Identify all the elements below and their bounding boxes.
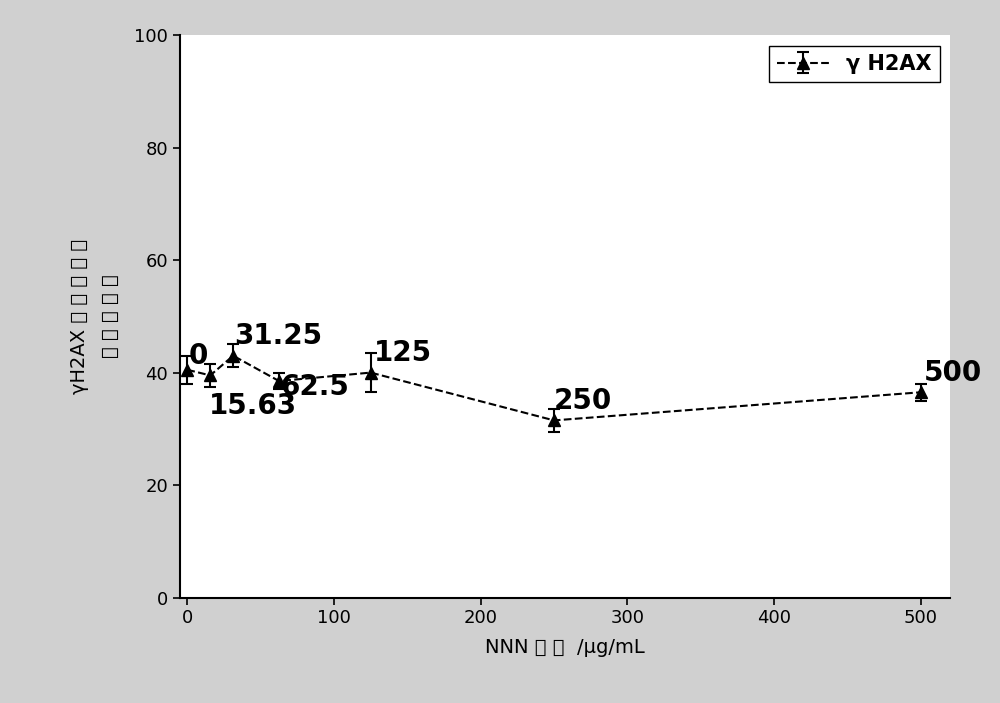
X-axis label: NNN 浓 度  /μg/mL: NNN 浓 度 /μg/mL [485, 638, 645, 657]
Text: 0: 0 [189, 342, 208, 370]
Text: 125: 125 [374, 339, 432, 367]
Text: 31.25: 31.25 [235, 322, 323, 350]
Text: 500: 500 [924, 359, 982, 387]
Legend: γ H2AX: γ H2AX [769, 46, 940, 82]
Text: 250: 250 [554, 387, 612, 415]
Text: 62.5: 62.5 [280, 373, 349, 401]
Text: 15.63: 15.63 [209, 392, 297, 420]
Y-axis label: γH2AX 荧 光 强 度 ）
（ 任 意 单 位: γH2AX 荧 光 强 度 ） （ 任 意 单 位 [70, 239, 120, 394]
